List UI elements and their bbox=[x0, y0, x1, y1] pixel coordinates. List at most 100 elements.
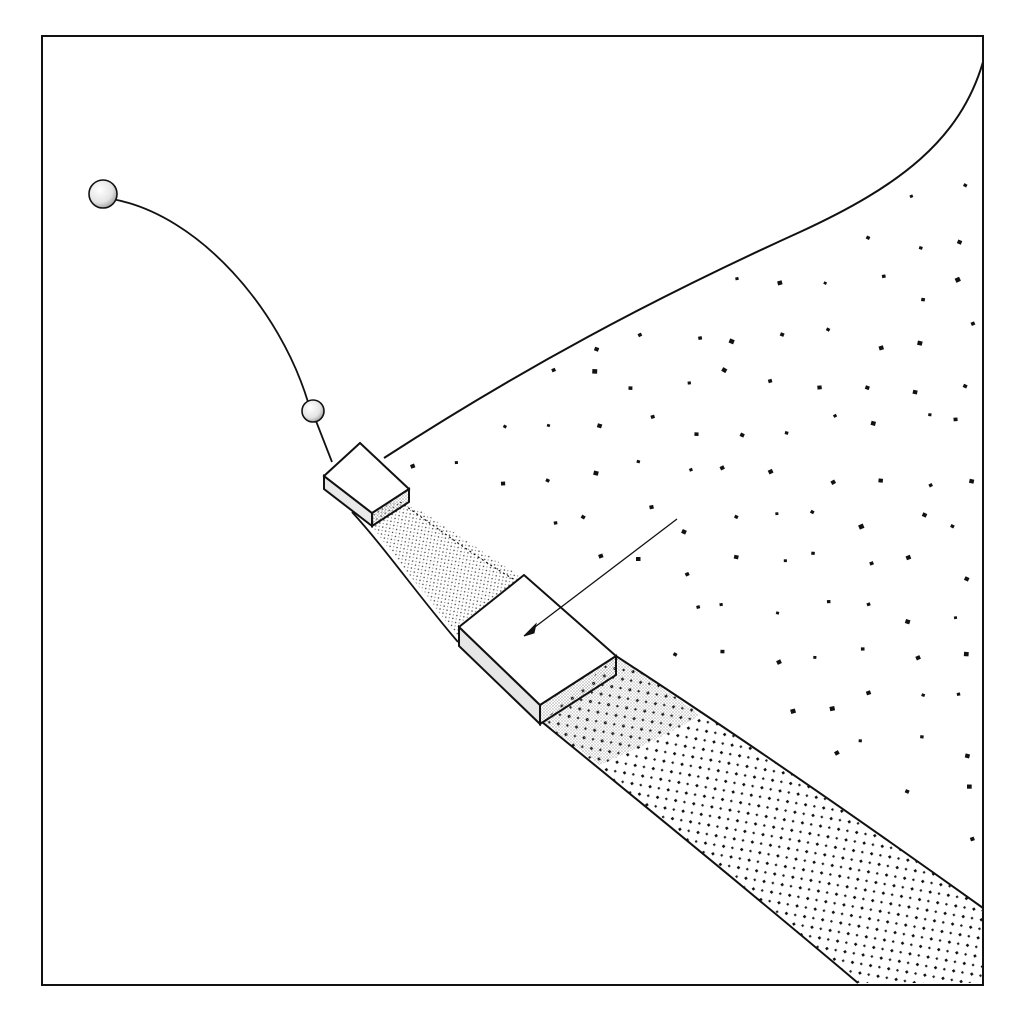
field-dot bbox=[811, 551, 815, 555]
field-dot bbox=[684, 571, 690, 577]
emitter-block-small bbox=[322, 441, 411, 529]
field-dot bbox=[580, 514, 586, 520]
field-dot bbox=[858, 739, 862, 743]
field-dot bbox=[823, 281, 828, 286]
field-dot bbox=[775, 512, 779, 516]
field-dot bbox=[950, 524, 955, 529]
field-dot bbox=[865, 690, 872, 696]
field-dot bbox=[687, 381, 692, 385]
field-dot bbox=[454, 461, 459, 465]
field-dot bbox=[954, 276, 961, 283]
field-dot bbox=[733, 514, 739, 520]
field-dot bbox=[963, 651, 969, 657]
field-dot bbox=[784, 431, 789, 435]
field-dot bbox=[694, 432, 699, 437]
field-dot bbox=[783, 559, 787, 563]
field-dot bbox=[728, 338, 735, 345]
field-dot bbox=[775, 611, 780, 615]
field-dot bbox=[858, 523, 865, 530]
field-dot bbox=[860, 647, 865, 651]
field-dot bbox=[733, 554, 739, 560]
field-dot bbox=[688, 467, 693, 472]
field-dot bbox=[962, 383, 968, 389]
cord-to-block bbox=[315, 420, 333, 463]
field-dot bbox=[545, 478, 551, 483]
field-dot bbox=[649, 504, 654, 510]
field-dot bbox=[870, 420, 877, 426]
beam-lower-edge-right bbox=[615, 655, 984, 909]
field-dot bbox=[920, 297, 926, 302]
ball-small bbox=[301, 399, 325, 423]
field-dot bbox=[593, 470, 599, 476]
dot-field bbox=[409, 183, 976, 842]
field-dot bbox=[696, 605, 701, 609]
beam-upper-edge-left bbox=[351, 511, 459, 643]
field-dot bbox=[928, 413, 932, 417]
beam-upper bbox=[348, 503, 520, 642]
field-dot bbox=[779, 332, 785, 337]
field-dot bbox=[813, 655, 817, 659]
field-dot bbox=[864, 385, 870, 391]
field-dot bbox=[777, 280, 783, 286]
field-dot bbox=[928, 483, 933, 488]
field-dot bbox=[637, 332, 643, 338]
ball-large bbox=[88, 179, 118, 209]
field-dot bbox=[963, 576, 970, 582]
field-dot bbox=[767, 378, 773, 384]
field-dot bbox=[968, 478, 975, 484]
field-dot bbox=[956, 692, 961, 697]
field-dot bbox=[865, 235, 871, 241]
field-dot bbox=[636, 557, 641, 561]
field-dot bbox=[719, 602, 723, 607]
hanging-cord bbox=[111, 198, 309, 403]
field-dot bbox=[500, 481, 506, 486]
field-dot bbox=[551, 367, 557, 373]
field-dot bbox=[956, 239, 963, 245]
field-dot bbox=[735, 276, 739, 281]
field-dot bbox=[878, 345, 885, 351]
field-dot bbox=[628, 386, 633, 390]
field-dot bbox=[920, 735, 924, 739]
field-dot bbox=[672, 652, 678, 657]
field-dot bbox=[964, 753, 971, 759]
field-dot bbox=[905, 554, 912, 561]
field-dot bbox=[593, 346, 600, 352]
field-dot bbox=[767, 468, 774, 475]
field-dot bbox=[830, 479, 837, 485]
field-dot bbox=[918, 245, 923, 250]
field-dot bbox=[878, 478, 884, 483]
field-dot bbox=[739, 432, 745, 438]
field-dot bbox=[546, 423, 551, 428]
field-dot bbox=[832, 413, 838, 418]
field-dot bbox=[698, 336, 703, 341]
beam-upper-edge-right bbox=[399, 501, 516, 581]
field-dot bbox=[917, 340, 923, 346]
field-dot bbox=[912, 389, 918, 395]
field-dot bbox=[825, 327, 831, 332]
field-dot bbox=[829, 705, 836, 712]
field-dot bbox=[790, 708, 797, 715]
field-dot bbox=[953, 616, 958, 620]
field-dot bbox=[834, 750, 840, 756]
field-dot bbox=[720, 649, 725, 654]
field-dot bbox=[809, 509, 815, 515]
field-dot bbox=[866, 602, 871, 607]
field-dot bbox=[909, 194, 914, 199]
field-dot bbox=[409, 463, 416, 469]
pointer-line bbox=[523, 518, 678, 637]
field-dot bbox=[969, 836, 975, 842]
field-dot bbox=[598, 553, 604, 559]
field-dot bbox=[596, 423, 603, 429]
field-dot bbox=[967, 784, 972, 789]
field-dot bbox=[904, 789, 910, 794]
field-dot bbox=[826, 599, 831, 604]
field-dot bbox=[921, 693, 926, 698]
field-dot bbox=[650, 414, 656, 419]
field-dot bbox=[719, 465, 725, 471]
beam-lower-edge-left bbox=[541, 721, 859, 984]
field-dot bbox=[681, 529, 687, 535]
field-dot bbox=[953, 417, 958, 422]
field-dot bbox=[869, 561, 874, 566]
field-dot bbox=[881, 274, 886, 279]
field-dot bbox=[962, 183, 968, 188]
